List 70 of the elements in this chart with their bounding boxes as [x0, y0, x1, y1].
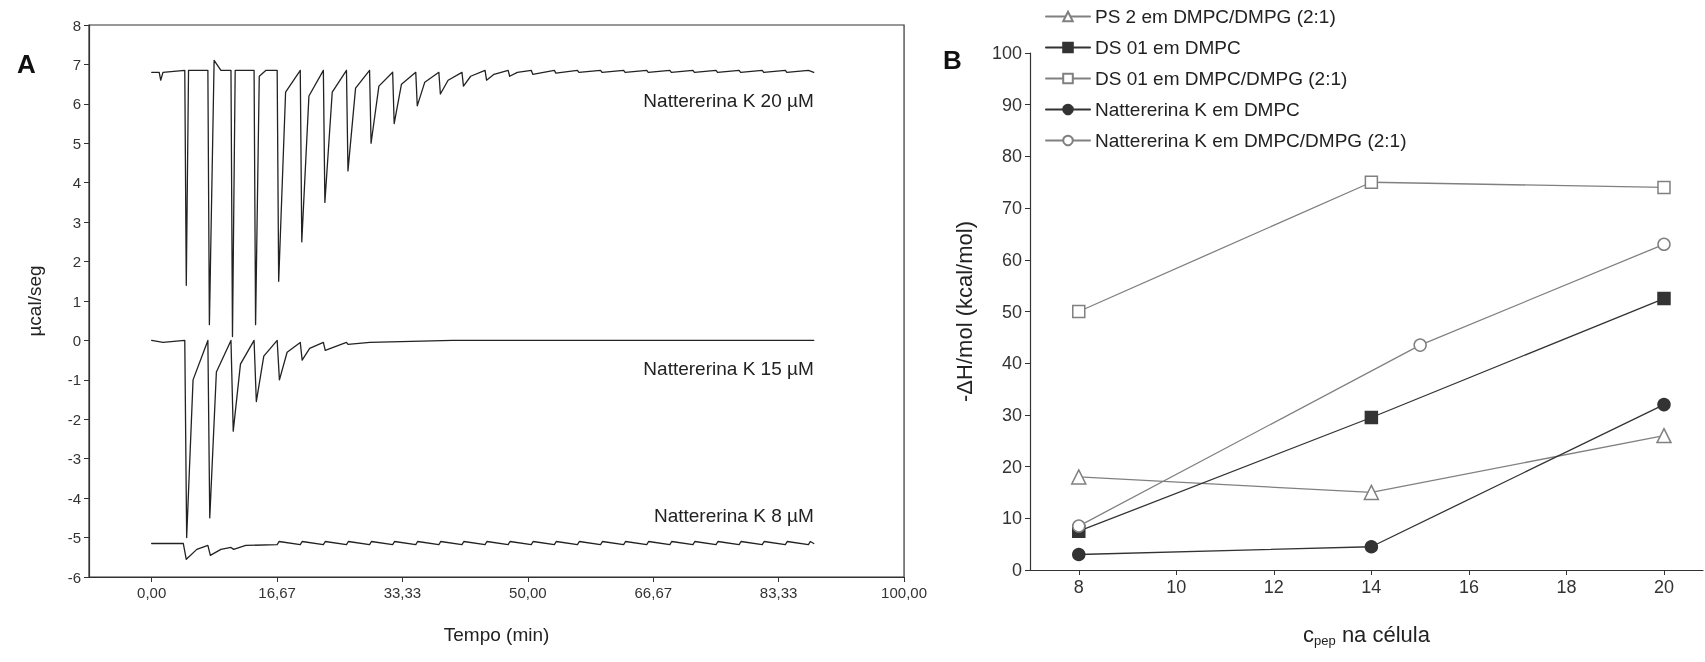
series-label: Nattererina K 15 µM: [643, 357, 814, 379]
y-tick-label: 100: [991, 43, 1022, 63]
y-tick-label: 70: [1001, 198, 1022, 219]
y-tick-label: 7: [72, 55, 81, 73]
x-tick-label: 66,67: [634, 584, 673, 601]
y-tick-label: 2: [72, 253, 81, 271]
y-tick-label: 50: [1001, 301, 1022, 322]
x-tick-label: 10: [1166, 577, 1187, 597]
y-tick-label: 40: [1001, 353, 1022, 374]
y-tick-label: 10: [1001, 508, 1022, 529]
y-tick-label: 1: [72, 292, 81, 310]
x-tick-label: 83,33: [759, 584, 798, 601]
point: [1657, 180, 1671, 195]
point: [1413, 338, 1427, 352]
point: [1657, 237, 1671, 252]
y-tick-label: 3: [72, 213, 81, 231]
y-tick-label: -5: [67, 529, 81, 547]
point: [1363, 484, 1380, 501]
point: [1657, 291, 1671, 306]
y-tick-label: 90: [1001, 94, 1022, 115]
y-tick-label: 20: [1001, 456, 1022, 477]
point: [1071, 469, 1087, 485]
y-tick-label: 80: [1001, 146, 1022, 167]
point: [1364, 175, 1379, 189]
x-tick-label: 33,33: [383, 584, 422, 601]
text: A: [17, 49, 36, 79]
y-tick-label: -2: [67, 410, 81, 428]
point: [1656, 427, 1672, 444]
y-tick-label: 60: [1001, 249, 1022, 270]
x-tick-label: 14: [1361, 577, 1382, 597]
y-tick-label: -1: [67, 371, 81, 389]
y-tick-label: 0: [1011, 560, 1022, 580]
x-tick-label: 20: [1653, 577, 1674, 597]
legend-label: Nattererina K em DMPC: [1095, 99, 1300, 120]
line-series: [151, 540, 815, 560]
legend-label: PS 2 em DMPC/DMPG (2:1): [1095, 6, 1336, 27]
y-tick-label: 0: [72, 331, 81, 349]
y-tick-label: 30: [1001, 404, 1022, 425]
y-axis-title: -ΔH/mol (kcal/mol): [951, 221, 977, 402]
chart-title: B: [943, 45, 962, 75]
point: [1072, 304, 1086, 319]
series-label: Nattererina K 20 µM: [643, 89, 814, 111]
point: [1364, 539, 1379, 554]
y-tick-label: 5: [72, 134, 81, 152]
point: [1072, 547, 1086, 562]
point: [1072, 519, 1086, 533]
y-tick-label: -4: [67, 489, 81, 507]
y-tick-label: -6: [67, 568, 81, 586]
x-tick-label: 50,00: [509, 584, 547, 601]
x-tick-label: 18: [1556, 577, 1577, 597]
legend-label: DS 01 em DMPC: [1095, 37, 1241, 58]
y-tick-label: -3: [67, 450, 81, 468]
x-tick-label: 16: [1458, 577, 1479, 597]
y-tick-label: 4: [72, 174, 81, 192]
x-tick-label: 0,00: [137, 584, 167, 601]
point: [1657, 397, 1671, 412]
x-tick-label: 12: [1263, 577, 1284, 597]
y-tick-label: 8: [72, 16, 81, 34]
legend-label: DS 01 em DMPC/DMPG (2:1): [1095, 68, 1348, 89]
x-tick-label: 16,67: [258, 584, 296, 601]
point: [1364, 410, 1379, 425]
legend-label: Nattererina K em DMPC/DMPG (2:1): [1095, 130, 1407, 151]
x-axis-title: Tempo (min): [443, 624, 550, 645]
y-axis-title: µcal/seg: [24, 265, 45, 337]
y-tick-label: 6: [72, 95, 81, 113]
line-series: [151, 59, 815, 338]
series-label: Nattererina K 8 µM: [653, 504, 814, 526]
x-tick-label: 100,00: [881, 584, 928, 601]
x-tick-label: 8: [1073, 577, 1084, 597]
line-series: [151, 339, 815, 539]
